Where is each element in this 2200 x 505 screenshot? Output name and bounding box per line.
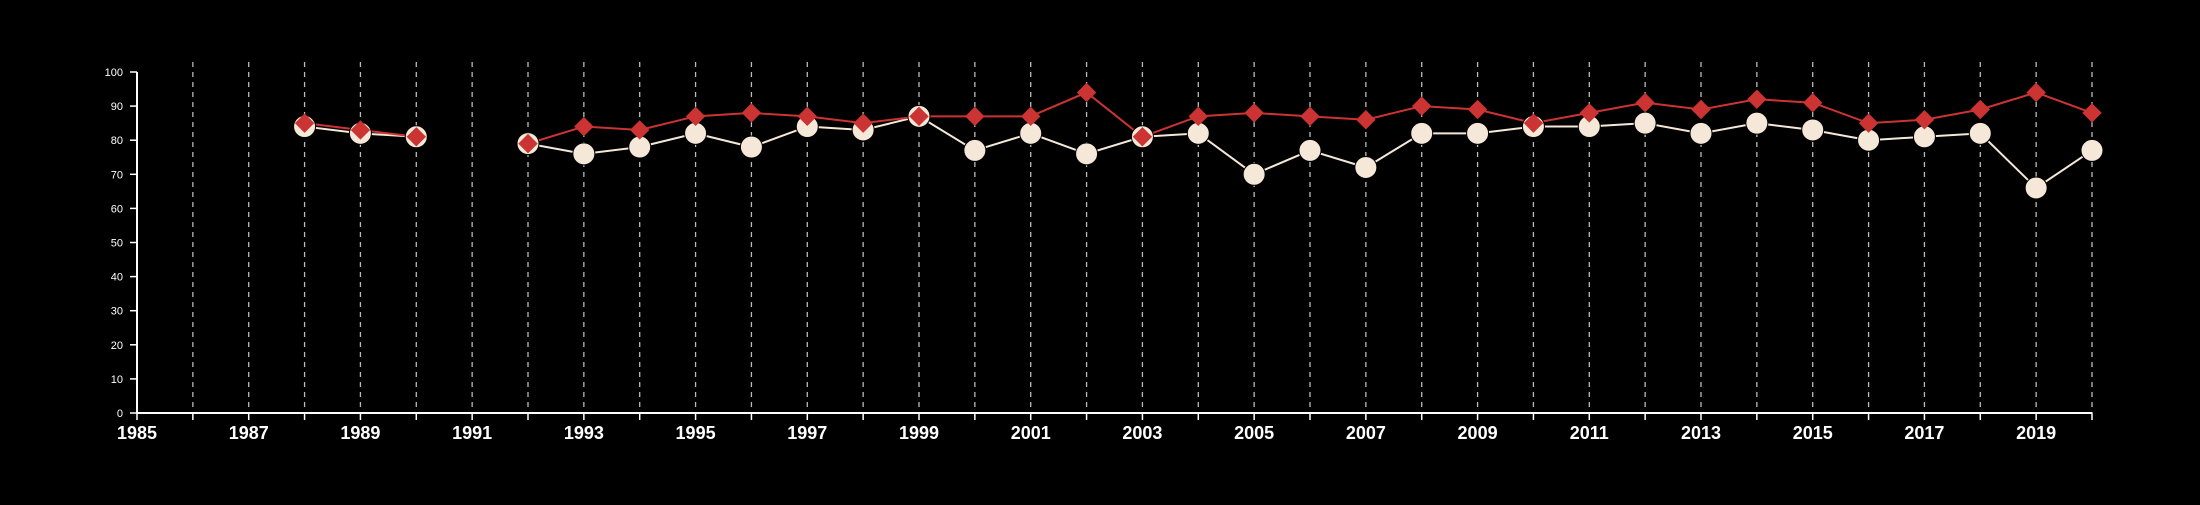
- series-1-point-2006: [1300, 106, 1320, 127]
- series-0-point-2002: [1075, 142, 1099, 166]
- series-1-point-2007: [1356, 110, 1376, 130]
- series-0-point-2013: [1689, 121, 1713, 145]
- y-tick-label-20: 20: [111, 340, 123, 352]
- series-1-point-2018: [1970, 99, 1990, 120]
- x-tick-label-2001: 2001: [1011, 423, 1051, 443]
- x-tick-label-1997: 1997: [787, 423, 827, 443]
- series-0-point-2012: [1633, 111, 1657, 135]
- x-tick-label-1999: 1999: [899, 423, 939, 443]
- series-1-point-1999: [909, 106, 929, 127]
- series-0-point-2015: [1801, 118, 1825, 142]
- series-1-point-2019: [2026, 82, 2046, 103]
- y-tick-label-30: 30: [111, 306, 123, 318]
- x-tick-label-1993: 1993: [564, 423, 604, 443]
- series-1-point-2003: [1132, 127, 1153, 147]
- series-1-point-2016: [1858, 113, 1879, 133]
- series-1-point-1997: [797, 106, 817, 127]
- series-1-point-2013: [1691, 99, 1711, 120]
- series-1-point-2005: [1244, 103, 1264, 123]
- y-tick-label-50: 50: [111, 238, 123, 250]
- x-tick-label-1989: 1989: [340, 423, 380, 443]
- x-tick-label-1985: 1985: [117, 423, 157, 443]
- series-1-point-2004: [1188, 106, 1208, 127]
- series-0-point-1996: [739, 135, 763, 159]
- x-tick-label-1995: 1995: [676, 423, 716, 443]
- x-tick-label-2013: 2013: [1681, 423, 1721, 443]
- series-1-point-1994: [630, 120, 650, 140]
- x-tick-label-2005: 2005: [1234, 423, 1274, 443]
- x-tick-label-1991: 1991: [452, 423, 492, 443]
- series-0-point-2008: [1410, 121, 1434, 145]
- series-1-point-2012: [1635, 92, 1655, 113]
- series-1-point-1988: [294, 113, 315, 133]
- series-1-point-2002: [1076, 82, 1097, 103]
- series-1-point-2008: [1412, 96, 1432, 116]
- y-tick-label-100: 100: [105, 67, 123, 79]
- series-1-point-2009: [1467, 99, 1488, 120]
- series-1-point-1989: [350, 120, 371, 140]
- series-1-point-1993: [574, 116, 594, 137]
- series-0-point-2000: [963, 138, 987, 162]
- y-tick-label-40: 40: [111, 272, 123, 284]
- series-0-point-2007: [1354, 155, 1378, 179]
- series-1-point-2015: [1803, 92, 1823, 113]
- series-1-point-1995: [685, 106, 706, 127]
- series-0-point-2006: [1298, 138, 1322, 162]
- series-0-point-1993: [572, 142, 596, 166]
- series-1-point-2010: [1523, 113, 1544, 133]
- series-1-point-2001: [1021, 106, 1041, 127]
- y-tick-label-0: 0: [117, 408, 123, 420]
- y-tick-label-70: 70: [111, 169, 123, 181]
- series-0-point-2018: [1968, 121, 1992, 145]
- y-tick-label-80: 80: [111, 135, 123, 147]
- series-0-point-2019: [2024, 176, 2048, 200]
- x-tick-label-1987: 1987: [229, 423, 269, 443]
- series-1-point-2011: [1579, 103, 1599, 123]
- x-tick-label-2015: 2015: [1793, 423, 1833, 443]
- series-0-point-2005: [1242, 162, 1266, 186]
- y-tick-label-60: 60: [111, 203, 123, 215]
- series-markers: [293, 82, 2104, 200]
- x-tick-label-2011: 2011: [1570, 423, 1609, 443]
- series-1-point-1998: [853, 113, 873, 133]
- grid-lines: [192, 62, 2093, 413]
- series-1-point-2017: [1914, 110, 1935, 130]
- series-1-point-2014: [1747, 89, 1767, 109]
- series-1-point-1992: [518, 133, 538, 154]
- x-tick-label-2009: 2009: [1458, 423, 1498, 443]
- series-1-point-1996: [741, 103, 762, 123]
- x-tick-label-2003: 2003: [1122, 423, 1162, 443]
- series-0-point-2014: [1745, 111, 1769, 135]
- y-tick-label-10: 10: [111, 374, 123, 386]
- axes: 0 10 20 30 40 50 60 70 80 90 100 1985 1987 1989 1991 19…: [105, 67, 2093, 443]
- x-tick-label-2017: 2017: [1904, 423, 1944, 443]
- series-1-point-2020: [2082, 103, 2102, 123]
- series-1-point-1990: [406, 127, 426, 147]
- y-tick-label-90: 90: [111, 101, 123, 113]
- series-0-point-2020: [2080, 138, 2104, 162]
- series-0-point-2009: [1466, 121, 1490, 145]
- x-tick-label-2007: 2007: [1346, 423, 1386, 443]
- series-1-point-2000: [965, 106, 985, 127]
- x-tick-label-2019: 2019: [2016, 423, 2056, 443]
